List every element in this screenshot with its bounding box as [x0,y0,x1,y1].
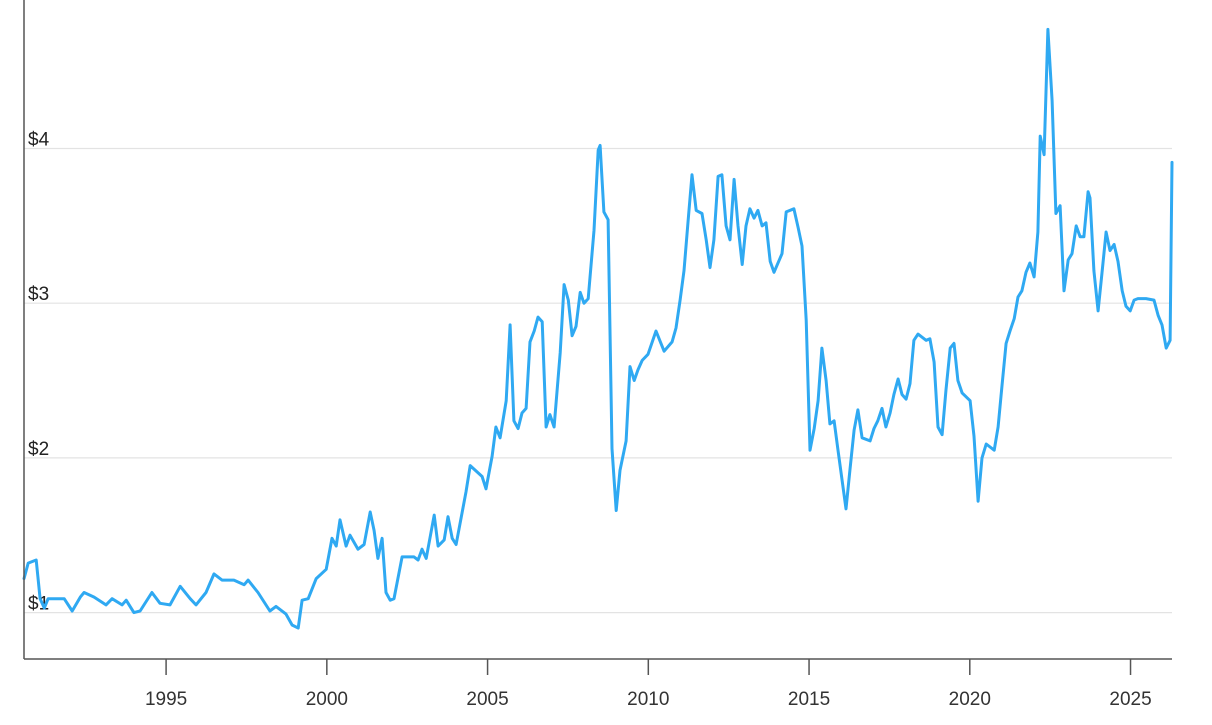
y-axis-tick-labels: $1$2$3$4 [28,130,50,615]
x-axis-ticks: 1995 2000 2005 2010 2015 2020 2025 [145,659,1152,710]
x-tick-label: 2010 [627,689,669,710]
gridlines [24,147,1172,614]
price-series-line [22,27,1174,630]
x-tick-label: 2025 [1109,689,1151,710]
x-tick-label: 1995 [145,689,187,710]
x-tick-label: 2005 [466,689,508,710]
x-tick-label: 2020 [949,689,991,710]
x-tick-label: 2015 [788,689,830,710]
y-tick-label: $2 [28,439,49,460]
y-tick-label: $4 [28,130,50,151]
y-tick-label: $3 [28,284,49,305]
x-tick-label: 2000 [306,689,348,710]
